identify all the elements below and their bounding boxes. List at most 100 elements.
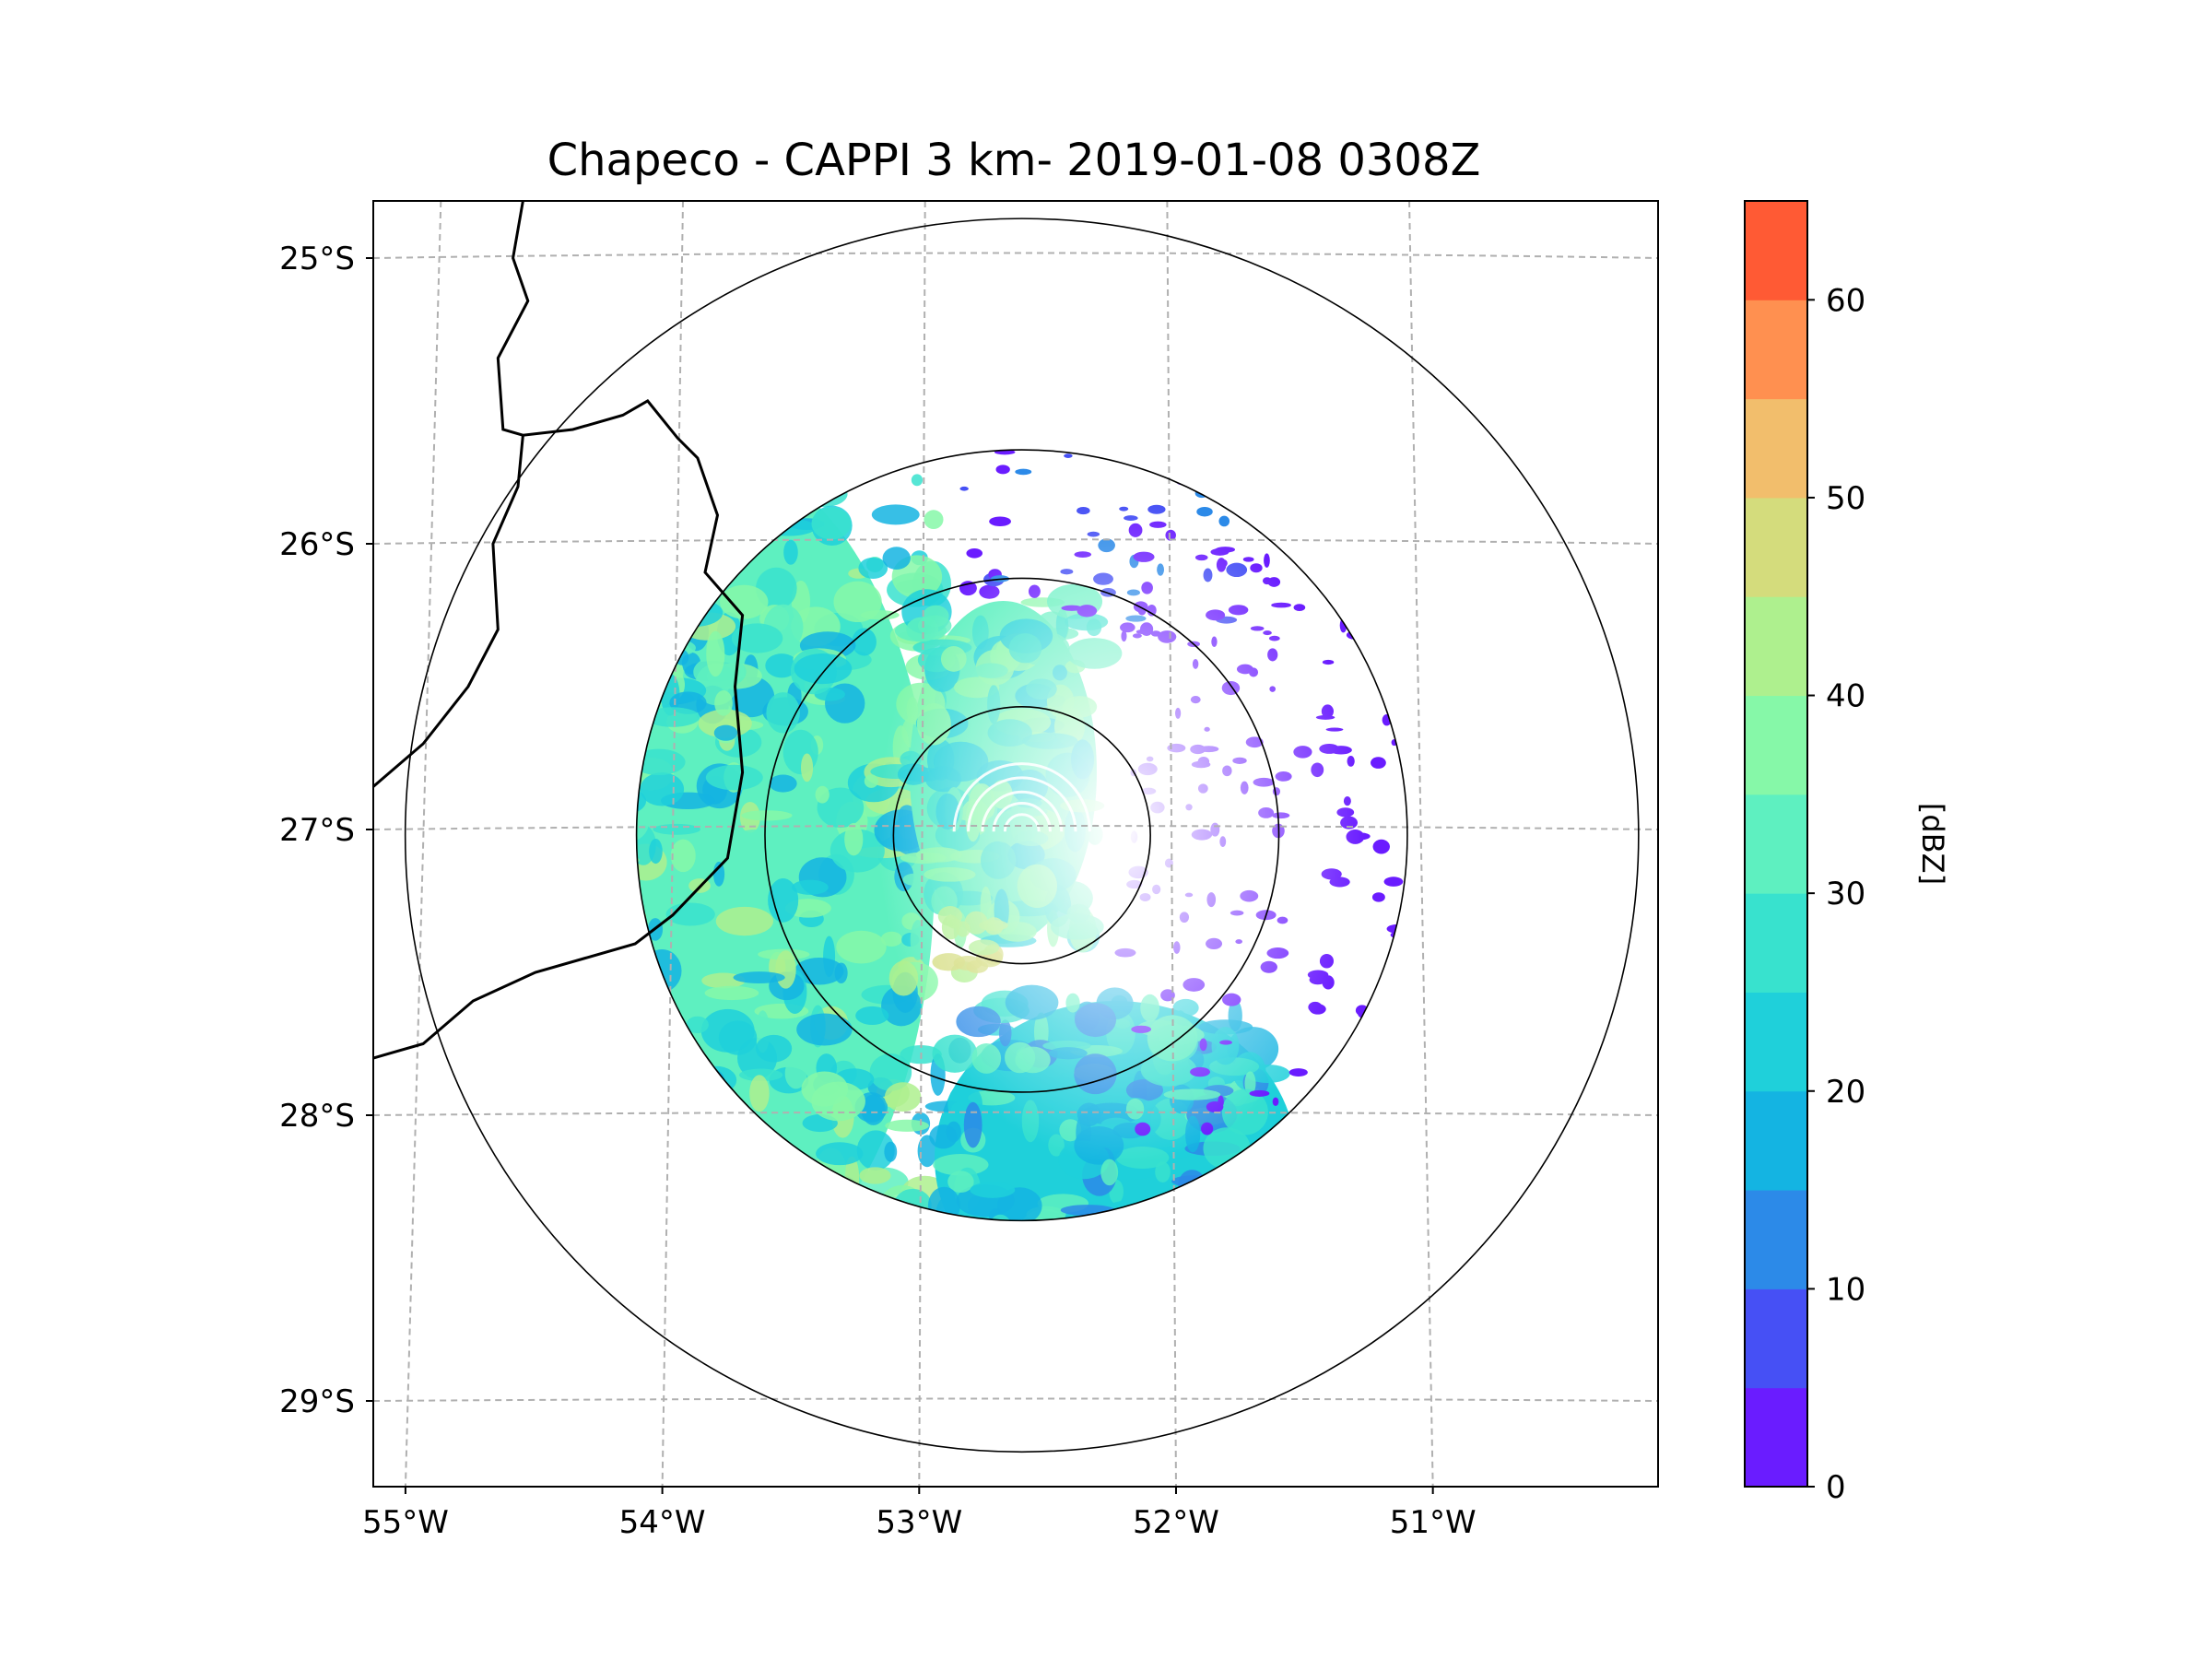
parallel-gridline <box>373 825 1658 830</box>
echo-cell <box>858 557 888 580</box>
colorbar-frame <box>1744 200 1808 1488</box>
echo-cell <box>724 830 783 876</box>
echo-cell <box>794 957 844 985</box>
echo-cell <box>834 962 848 983</box>
echo-cell <box>864 774 878 788</box>
echo-cell <box>871 504 920 525</box>
x-axis-ticks: 55°W 54°W 53°W 52°W 51°W <box>362 1487 1477 1541</box>
meridian-gridline <box>661 201 685 1487</box>
echo-cell <box>799 534 814 560</box>
echo-cell <box>1218 515 1230 527</box>
echo-cell <box>640 772 685 806</box>
echo-cell <box>811 507 852 540</box>
parallel-gridline <box>373 252 1658 259</box>
echo-cell <box>775 950 796 989</box>
range-ring <box>404 218 1640 1453</box>
colorbar-tick-label: 30 <box>1826 876 1865 912</box>
colorbar-segment <box>1745 596 1807 697</box>
echo-cell <box>713 724 738 741</box>
echo-cell <box>924 510 944 529</box>
echo-cell <box>755 1034 793 1063</box>
meridian-gridline <box>918 201 926 1487</box>
colorbar-segment <box>1745 398 1807 499</box>
colorbar-segment <box>1745 1387 1807 1488</box>
echo-cell <box>811 1081 865 1122</box>
range-rings <box>404 218 1640 1453</box>
colorbar-segment <box>1745 1288 1807 1389</box>
range-ring <box>892 706 1151 965</box>
echo-cell <box>816 1142 864 1166</box>
echo-cell <box>1155 1161 1171 1183</box>
echo-cell <box>1372 839 1390 854</box>
echo-cell <box>765 653 798 678</box>
y-axis-ticks: 25°S 26°S 27°S 28°S 29°S <box>279 241 373 1420</box>
echo-cell <box>769 774 797 793</box>
parallel-gridline <box>373 1397 1658 1402</box>
chart-title: Chapeco - CAPPI 3 km- 2019-01-08 0308Z <box>547 135 1481 186</box>
echo-cell <box>645 707 700 727</box>
colorbar-segment <box>1745 794 1807 894</box>
border-line <box>373 201 745 1060</box>
colorbar-tick-label: 10 <box>1826 1271 1865 1308</box>
echo-cell <box>869 1053 912 1091</box>
range-ring <box>764 577 1280 1093</box>
y-tick-label: 26°S <box>279 526 355 563</box>
echo-cell <box>738 1068 783 1082</box>
artifact-arc <box>952 762 1091 832</box>
echo-cell <box>959 486 969 491</box>
echo-cell <box>686 1016 709 1034</box>
echo-cell <box>882 547 911 570</box>
colorbar-tick-label: 0 <box>1826 1469 1846 1506</box>
echo-cell <box>796 1013 853 1046</box>
echo-cell <box>911 474 924 487</box>
echo-cell <box>1371 892 1385 902</box>
y-tick-label: 28°S <box>279 1098 355 1135</box>
artifact-arc <box>981 791 1064 832</box>
echo-cell <box>947 1171 974 1194</box>
colorbar-segment <box>1745 497 1807 597</box>
echo-cell <box>946 1121 961 1143</box>
no-echo-gap <box>877 495 1366 1164</box>
echo-cell <box>859 1167 891 1184</box>
echo-cell <box>1100 1159 1119 1186</box>
echo-cell <box>720 584 769 619</box>
echo-cell <box>705 764 763 791</box>
echo-cell <box>749 1075 770 1112</box>
echo-cell <box>861 1094 886 1125</box>
echo-cell <box>852 628 877 656</box>
echo-cell <box>856 1130 895 1171</box>
colorbar-tick-label: 60 <box>1826 282 1865 319</box>
echo-cell <box>670 839 696 873</box>
no-echo-areas <box>877 495 1366 1164</box>
echo-cell <box>649 838 663 865</box>
echo-cell <box>784 1057 807 1089</box>
echo-cell <box>963 1101 982 1148</box>
echo-cell <box>970 1182 1016 1198</box>
echo-cell <box>836 930 887 964</box>
gridlines <box>373 201 1658 1487</box>
x-tick-label: 52°W <box>1133 1504 1219 1541</box>
colorbar-segment <box>1745 992 1807 1092</box>
parallel-gridline <box>373 538 1658 545</box>
echo-cell <box>815 785 830 804</box>
echo-cell <box>715 906 773 936</box>
echo-cell <box>1064 453 1073 458</box>
colorbar: 0 10 20 30 40 50 60 <box>1744 200 1865 1506</box>
echo-cell <box>1288 1068 1308 1077</box>
echo-cell <box>989 516 1011 526</box>
colorbar-label: [dBZ] <box>1915 803 1950 885</box>
colorbar-tick-label: 40 <box>1826 678 1865 715</box>
border-line <box>373 435 524 788</box>
artifact-arc <box>992 802 1052 832</box>
echo-cell <box>653 823 700 835</box>
x-tick-label: 51°W <box>1390 1504 1477 1541</box>
echo-cell <box>860 610 900 620</box>
meridian-gridline <box>404 201 442 1487</box>
echo-cell <box>712 861 725 887</box>
echo-cell <box>844 822 864 856</box>
x-tick-label: 53°W <box>876 1504 962 1541</box>
echo-cell <box>855 1006 889 1025</box>
echo-cell <box>794 653 853 685</box>
echo-cell <box>1383 877 1404 887</box>
